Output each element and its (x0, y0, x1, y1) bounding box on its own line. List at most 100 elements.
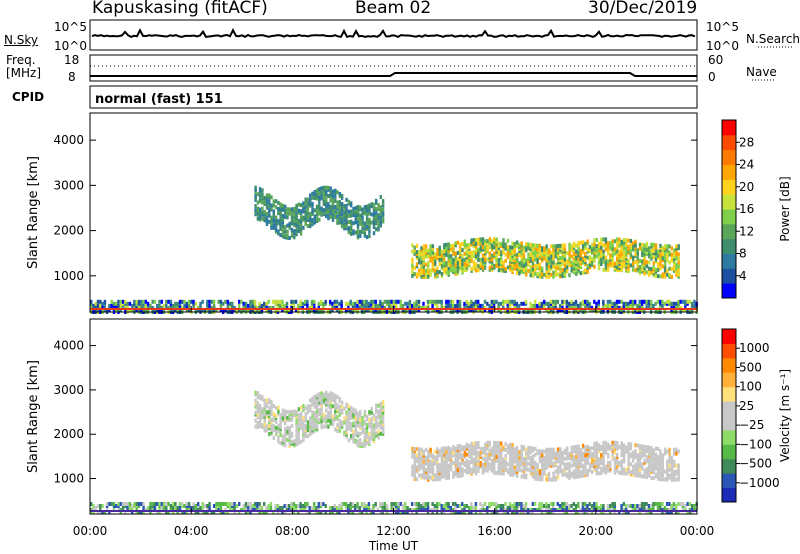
power-cell (263, 216, 266, 221)
power-cell (253, 303, 257, 308)
power-cell (133, 299, 136, 304)
velocity-cell (381, 502, 384, 506)
power-cell (673, 254, 676, 259)
velocity-cell (270, 412, 273, 417)
power-cell (119, 299, 122, 304)
power-cell (290, 219, 294, 224)
power-cell (292, 305, 295, 310)
power-cell (206, 303, 209, 308)
power-cell (268, 207, 271, 212)
power-cell (613, 251, 617, 256)
power-cell (502, 244, 505, 249)
power-cell (613, 261, 617, 266)
power-cell (325, 197, 328, 202)
velocity-cell (404, 506, 407, 510)
power-cell (531, 303, 534, 308)
power-cell (449, 244, 453, 248)
power-cell (672, 301, 676, 306)
power-cell (670, 246, 674, 251)
velocity-cell (673, 447, 676, 452)
power-cell (370, 202, 373, 207)
power-cell (472, 240, 476, 245)
power-cell (463, 243, 466, 248)
power-cell (479, 303, 482, 308)
power-cell (356, 299, 359, 304)
power-cell (577, 257, 580, 262)
power-cell (627, 267, 630, 272)
velocity-cell (231, 502, 234, 506)
velocity-cell (149, 506, 152, 510)
power-cell (270, 195, 273, 200)
velocity-cell (477, 451, 480, 456)
power-cell (629, 238, 633, 243)
velocity-cell (481, 466, 485, 471)
power-cell (290, 299, 293, 304)
velocity-cell (343, 406, 346, 411)
power-cell (609, 253, 612, 258)
power-cell (431, 268, 435, 273)
power-cell (636, 248, 639, 253)
power-cell (212, 303, 216, 308)
power-cell (284, 214, 287, 219)
power-cell (677, 244, 680, 249)
power-cell (500, 260, 503, 265)
power-cell (666, 258, 669, 263)
velocity-cell (352, 421, 355, 426)
velocity-cell (269, 506, 273, 510)
power-cell (347, 213, 351, 218)
power-cell (517, 303, 521, 308)
power-cell (470, 303, 473, 308)
power-cell (600, 249, 603, 254)
power-cell (299, 215, 303, 220)
velocity-cell (258, 424, 262, 428)
power-cell (509, 255, 512, 260)
power-cell (513, 250, 516, 255)
power-cell (156, 303, 159, 308)
power-cell (570, 246, 573, 251)
power-cell (611, 257, 614, 262)
power-cell (279, 220, 282, 225)
velocity-cell (277, 429, 280, 434)
power-cell (668, 272, 671, 277)
power-cell (420, 274, 423, 279)
power-cell (508, 303, 512, 308)
power-cell (361, 227, 364, 232)
velocity-cell (126, 502, 129, 506)
velocity-cell (434, 459, 437, 464)
power-cell (593, 238, 596, 243)
power-cell (634, 268, 637, 273)
power-cell (520, 263, 523, 268)
velocity-cell (657, 454, 660, 459)
power-cell (613, 303, 616, 308)
power-cell (347, 226, 351, 231)
velocity-cell (347, 424, 351, 429)
velocity-cell (258, 394, 262, 399)
power-cell (219, 303, 223, 308)
power-cell (368, 230, 371, 234)
freq-label: Freq. (6, 53, 36, 67)
velocity-cell (334, 409, 337, 414)
velocity-cell (547, 477, 551, 482)
velocity-cell (577, 458, 580, 463)
power-cell (420, 246, 423, 251)
power-cell (368, 205, 371, 210)
velocity-cell (411, 446, 414, 451)
velocity-cell (556, 471, 560, 476)
velocity-cell (634, 471, 637, 476)
velocity-cell (581, 469, 585, 474)
power-cell (522, 258, 526, 262)
velocity-cell (254, 418, 257, 423)
power-cell (570, 305, 573, 310)
velocity-cell (668, 463, 671, 468)
velocity-cell (233, 502, 236, 506)
power-cell (311, 210, 314, 214)
power-cell (274, 215, 278, 220)
velocity-cell (602, 458, 605, 463)
velocity-cell (277, 409, 280, 414)
power-cell (158, 303, 161, 308)
velocity-cell (468, 444, 471, 449)
velocity-cell (479, 460, 482, 465)
velocity-cell (627, 442, 630, 447)
velocity-cell (518, 450, 521, 455)
velocity-cell (350, 406, 353, 410)
